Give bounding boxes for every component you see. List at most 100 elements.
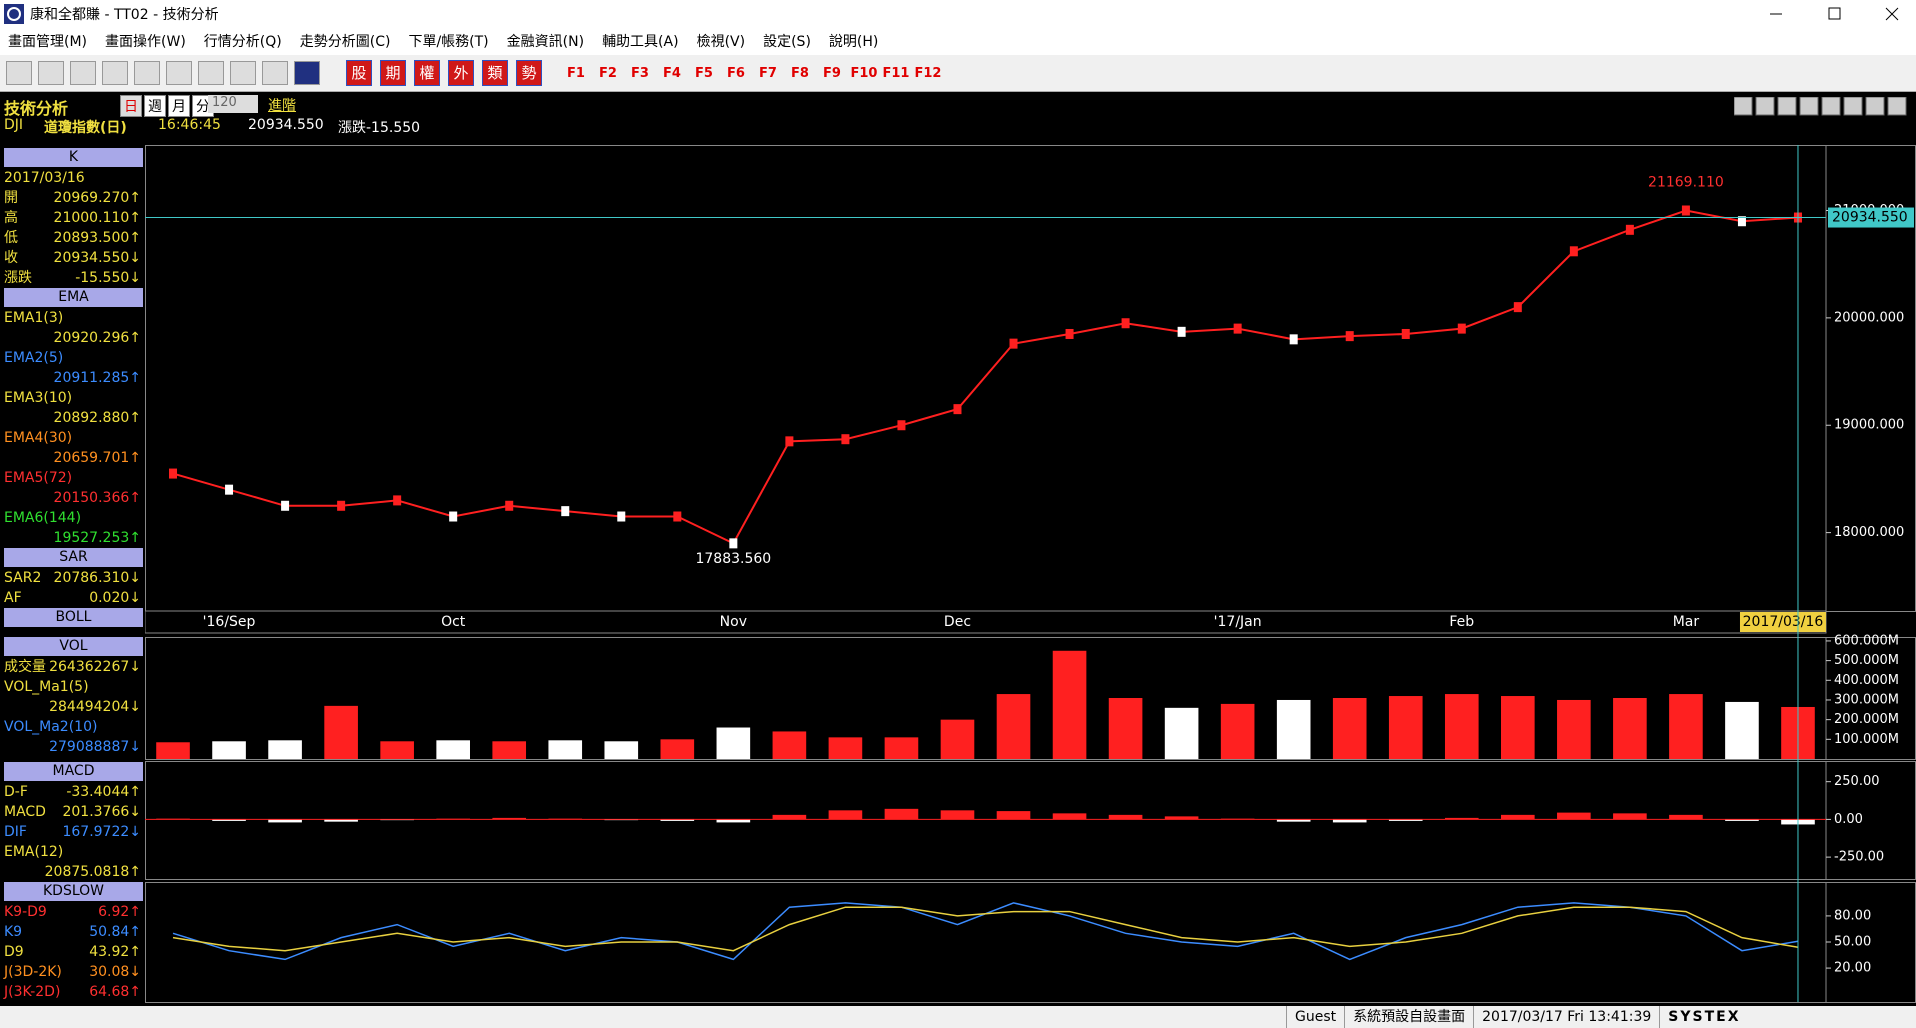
indicator-row: 開 20969.270↑	[4, 188, 143, 208]
menu-item[interactable]: 輔助工具(A)	[602, 34, 679, 50]
market-tab[interactable]: 期	[380, 60, 406, 86]
tool-icon[interactable]	[166, 61, 192, 85]
indicator-row: VOL_Ma1(5) 284494204↓	[4, 677, 143, 717]
indicator-row: 低 20893.500↑	[4, 228, 143, 248]
period-button[interactable]: 月	[168, 95, 190, 117]
macd-bar	[772, 814, 807, 820]
function-key[interactable]: F6	[727, 65, 745, 81]
indicator-label: MACD	[4, 804, 46, 820]
x-tick-label: Nov	[720, 614, 747, 630]
y-tick-label: 19000.000	[1834, 418, 1904, 433]
function-key[interactable]: F7	[759, 65, 777, 81]
price-candle	[841, 434, 850, 445]
price-candle	[1289, 334, 1298, 345]
chart-area: 18000.00019000.00020000.00021000.0002116…	[145, 145, 1916, 1003]
y-tick-label: 100.000M	[1834, 732, 1899, 747]
volume-bar	[1501, 696, 1535, 759]
market-tab[interactable]: 權	[414, 60, 440, 86]
indicator-label: EMA6(144)	[4, 510, 82, 526]
tool-icon[interactable]	[102, 61, 128, 85]
indicator-row: 高 21000.110↑	[4, 208, 143, 228]
indicator-row: AF 0.020↓	[4, 588, 143, 608]
indicator-label: 漲跌	[4, 270, 32, 286]
function-key[interactable]: F5	[695, 65, 713, 81]
menu-item[interactable]: 金融資訊(N)	[506, 34, 585, 50]
volume-bar	[1332, 698, 1367, 759]
volume-bar	[772, 731, 807, 759]
macd-bar	[884, 808, 919, 820]
price-line	[172, 209, 1799, 545]
y-tick-label: 80.00	[1834, 908, 1871, 923]
price-candle	[785, 436, 794, 447]
volume-bar	[1164, 707, 1199, 759]
menu-item[interactable]: 設定(S)	[763, 34, 811, 50]
indicator-label: AF	[4, 590, 22, 606]
indicator-row: MACD 201.3766↓	[4, 802, 143, 822]
tool-icon[interactable]	[70, 61, 96, 85]
function-key[interactable]: F12	[914, 65, 942, 81]
kd-line	[172, 902, 1799, 961]
macd-bar	[1276, 819, 1311, 822]
period-button[interactable]: 日	[120, 95, 142, 117]
count-box[interactable]: 120	[208, 95, 258, 113]
indicator-group: MACD D-F -33.4044↑ MACD 201.3766↓ DIF 167.9722…	[4, 762, 143, 882]
y-tick-label: 0.00	[1834, 812, 1863, 827]
indicator-label: 成交量	[4, 659, 46, 675]
status-field: 2017/03/17 Fri 13:41:39	[1473, 1006, 1659, 1028]
price-candle	[897, 420, 906, 431]
app-icon	[4, 4, 24, 24]
market-tab[interactable]: 類	[482, 60, 508, 86]
function-key[interactable]: F1	[567, 65, 585, 81]
indicator-value: 20920.296↑	[53, 330, 141, 346]
quote-time: 16:46:45	[158, 117, 221, 133]
price-candle	[561, 506, 570, 517]
price-candle	[673, 511, 682, 522]
market-tab[interactable]: 股	[346, 60, 372, 86]
menu-item[interactable]: 下單/帳務(T)	[408, 34, 489, 50]
market-tab[interactable]: 勢	[516, 60, 542, 86]
volume-bar	[1613, 698, 1647, 759]
menu-item[interactable]: 畫面操作(W)	[105, 34, 186, 50]
indicator-label: SAR2	[4, 570, 42, 586]
menu-item[interactable]: 畫面管理(M)	[8, 34, 88, 50]
function-key[interactable]: F3	[631, 65, 649, 81]
menu-item[interactable]: 行情分析(Q)	[203, 34, 282, 50]
tool-icon[interactable]	[262, 61, 288, 85]
macd-bar	[1501, 814, 1535, 820]
chart-tools[interactable]	[1734, 97, 1914, 117]
indicator-row: SAR2 20786.310↓	[4, 568, 143, 588]
tool-icon[interactable]	[38, 61, 64, 85]
menu-item[interactable]: 說明(H)	[828, 34, 879, 50]
function-key[interactable]: F8	[791, 65, 809, 81]
y-tick-label: 300.000M	[1834, 692, 1899, 707]
window-controls[interactable]	[1740, 0, 1916, 27]
period-button[interactable]: 週	[144, 95, 166, 117]
market-tab[interactable]: 外	[448, 60, 474, 86]
tool-icon[interactable]	[198, 61, 224, 85]
mode-link[interactable]: 進階	[268, 98, 296, 114]
indicator-label: EMA4(30)	[4, 430, 73, 446]
section-title: MACD	[4, 762, 143, 781]
tool-icon[interactable]	[294, 61, 320, 85]
quote-change: 漲跌-15.550	[338, 120, 421, 136]
indicator-row: EMA4(30) 20659.701↑	[4, 428, 143, 468]
indicator-label: 2017/03/16	[4, 170, 85, 186]
indicator-row: J(3K-2D) 64.68↑	[4, 982, 143, 1002]
panel-title: 技術分析	[4, 99, 69, 118]
tool-icon[interactable]	[6, 61, 32, 85]
indicator-label: VOL_Ma1(5)	[4, 679, 89, 695]
indicator-row: EMA3(10) 20892.880↑	[4, 388, 143, 428]
macd-bar	[212, 819, 246, 821]
indicator-label: K9-D9	[4, 904, 47, 920]
tool-icon[interactable]	[230, 61, 256, 85]
symbol-name: 道瓊指數(日)	[44, 120, 127, 136]
function-key[interactable]: F11	[882, 65, 910, 81]
function-key[interactable]: F2	[599, 65, 617, 81]
function-key[interactable]: F4	[663, 65, 681, 81]
menu-item[interactable]: 走勢分析圖(C)	[299, 34, 391, 50]
function-key[interactable]: F10	[850, 65, 878, 81]
menu-item[interactable]: 檢視(V)	[696, 34, 746, 50]
function-key[interactable]: F9	[823, 65, 841, 81]
price-annotation: 21169.110	[1648, 174, 1724, 190]
tool-icon[interactable]	[134, 61, 160, 85]
